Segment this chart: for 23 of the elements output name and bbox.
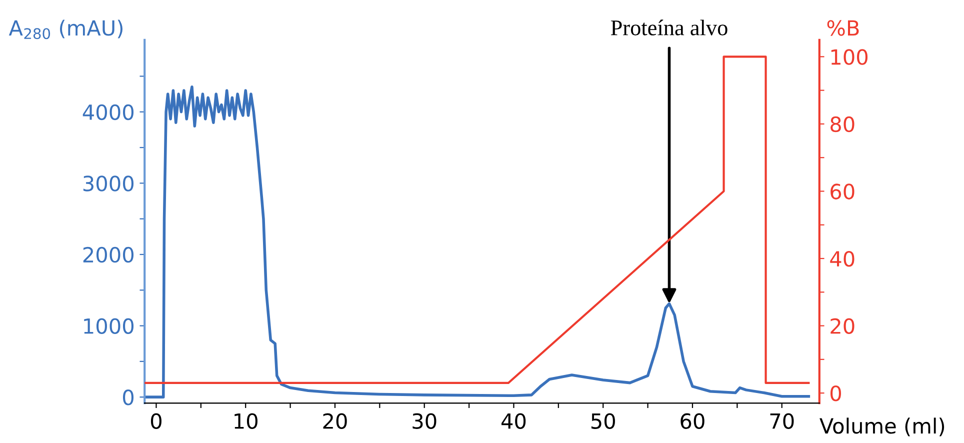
y-tick-label: 2000 bbox=[83, 246, 134, 263]
y-tick-label: 4000 bbox=[82, 104, 134, 120]
x-tick-label: 50 bbox=[591, 413, 615, 429]
y-axis-title: A$_{280}$ (mAU) bbox=[8, 20, 122, 40]
x-tick-label: 20 bbox=[323, 413, 347, 429]
x-tick-label: 60 bbox=[680, 413, 704, 429]
y2-tick-label: 80 bbox=[830, 116, 854, 132]
y2-tick-label: 100 bbox=[831, 49, 868, 65]
x-tick-label: 30 bbox=[412, 413, 436, 429]
y-tick-label: 3000 bbox=[83, 176, 134, 192]
x-tick-label: 0 bbox=[150, 413, 162, 429]
x-axis-title: Volume (ml) bbox=[820, 418, 944, 436]
y-tick-label: 0 bbox=[122, 390, 134, 406]
y2-tick-label: 60 bbox=[830, 184, 854, 200]
y2-tick-label: 40 bbox=[830, 250, 854, 267]
x-tick-label: 70 bbox=[770, 413, 794, 429]
x-tick-label: 10 bbox=[234, 413, 258, 429]
x-tick-label: 40 bbox=[501, 413, 526, 429]
annotation: Proteína alvo bbox=[610, 20, 728, 36]
y2-axis-title: %B bbox=[827, 20, 859, 36]
y2-tick-label: 0 bbox=[830, 385, 841, 402]
y2-tick-label: 20 bbox=[830, 318, 854, 334]
y-tick-label: 1000 bbox=[84, 318, 134, 334]
